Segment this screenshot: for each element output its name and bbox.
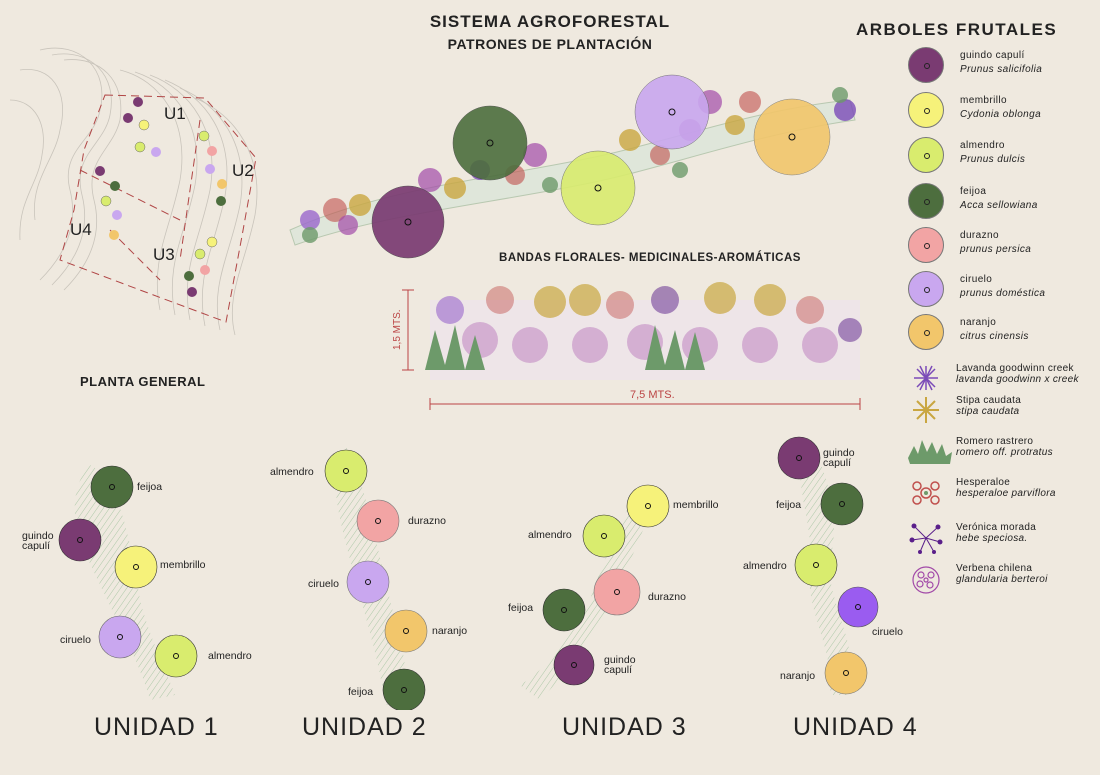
veronica-icon (909, 523, 943, 554)
legend-item-ciruelo: ciruelo prunus doméstica (906, 271, 1096, 311)
legend-tree-scientific: prunus doméstica (960, 288, 1046, 299)
legend-plant-name: Hesperaloe (956, 477, 1011, 488)
unit1-tree-label: ciruelo (60, 634, 91, 646)
rosemary-icon (908, 440, 952, 464)
guindo-swatch (908, 47, 944, 83)
unit4-title: UNIDAD 4 (793, 713, 918, 741)
unit1-trees (58, 465, 198, 678)
legend-item-membrillo: membrillo Cydonia oblonga (906, 92, 1096, 132)
unit2-tree-label: naranjo (432, 625, 468, 637)
diagram-title: SISTEMA AGROFORESTAL (429, 12, 671, 31)
legend-tree-name: membrillo (960, 95, 1007, 106)
legend-tree-scientific: Prunus salicifolia (960, 64, 1043, 75)
zone-label-u1: U1 (164, 104, 186, 123)
unit1-tree-label: guindo capulí (22, 530, 54, 552)
unit3-tree-label: almendro (528, 529, 572, 541)
hesperaloe-icon (912, 481, 940, 505)
unit4-tree-label: almendro (743, 560, 787, 572)
unit4-tree-label: feijoa (776, 499, 802, 511)
unit2-tree-label: feijoa (348, 686, 374, 698)
zone-label-u3: U3 (153, 245, 175, 264)
unit4-tree-label: ciruelo (872, 626, 903, 638)
legend-plant-scientific: glandularia berteroi (956, 574, 1048, 585)
legend-plant-scientific: hesperaloe parviflora (956, 488, 1056, 499)
legend-item-hesperaloe: Hesperaloe hesperaloe parviflora (906, 477, 1098, 513)
legend-plant-name: Romero rastrero (956, 436, 1034, 447)
feijoa-swatch (908, 183, 944, 219)
legend-plant-scientific: lavanda goodwinn x creek (956, 374, 1079, 385)
zone-label-u2: U2 (232, 161, 254, 180)
legend-item-verbena: Verbena chilena glandularia berteroi (906, 563, 1098, 599)
unit1-tree-label: feijoa (137, 481, 163, 493)
legend-tree-name: feijoa (960, 186, 987, 197)
unit2-tree-label: ciruelo (308, 578, 339, 590)
floral-band-width: 7,5 MTS. (630, 389, 675, 401)
legend-item-stipa: Stipa caudata stipa caudata (906, 395, 1098, 431)
membrillo-swatch (908, 92, 944, 128)
legend-plant-name: Lavanda goodwinn creek (956, 363, 1074, 374)
legend-tree-name: guindo capulí (960, 50, 1025, 61)
unit1-tree-label: membrillo (160, 559, 206, 571)
unit2-title: UNIDAD 2 (302, 713, 427, 741)
legend-tree-name: naranjo (960, 317, 997, 328)
legend-tree-name: ciruelo (960, 274, 993, 285)
almendro-swatch (908, 137, 944, 173)
floral-band-height: 1,5 MTS. (392, 309, 403, 350)
legend-tree-name: durazno (960, 230, 999, 241)
unit3-tree-label: durazno (648, 591, 686, 603)
site-plan-title: PLANTA GENERAL (80, 374, 206, 389)
unit3-tree-label: guindo capulí (604, 654, 636, 676)
legend-item-feijoa: feijoa Acca sellowiana (906, 183, 1096, 223)
stipa-icon (913, 397, 939, 423)
legend-title: ARBOLES FRUTALES (856, 20, 1058, 39)
legend-plant-name: Stipa caudata (956, 395, 1022, 406)
unit3-trees (542, 484, 670, 686)
legend-item-romero: Romero rastrero romero off. protratus (906, 436, 1098, 472)
legend-item-almendro: almendro Prunus dulcis (906, 137, 1096, 177)
unit4-trees (777, 436, 879, 695)
unit1-title: UNIDAD 1 (94, 713, 219, 741)
site-plan-trees (95, 97, 227, 297)
unit2-trees (324, 449, 428, 710)
ciruelo-swatch (908, 271, 944, 307)
legend-item-naranjo: naranjo citrus cinensis (906, 314, 1096, 354)
legend-tree-scientific: citrus cinensis (960, 331, 1029, 342)
legend-tree-scientific: Cydonia oblonga (960, 109, 1042, 120)
durazno-swatch (908, 227, 944, 263)
naranjo-swatch (908, 314, 944, 350)
legend-item-guindo: guindo capulí Prunus salicifolia (906, 47, 1096, 87)
planting-pattern-strip (289, 74, 856, 259)
unit3-tree-label: feijoa (508, 602, 534, 614)
legend-plant-scientific: romero off. protratus (956, 447, 1053, 458)
unit3-title: UNIDAD 3 (562, 713, 687, 741)
legend-tree-scientific: prunus persica (960, 244, 1032, 255)
legend-tree-scientific: Acca sellowiana (960, 200, 1038, 211)
legend-tree-name: almendro (960, 140, 1005, 151)
unit-patterns (58, 436, 879, 710)
floral-band-title: BANDAS FLORALES- MEDICINALES-AROMÁTICAS (499, 252, 801, 264)
legend-plant-scientific: hebe speciosa. (956, 533, 1028, 544)
diagram-subtitle: PATRONES DE PLANTACIÓN (447, 36, 653, 52)
site-plan-map (9, 47, 258, 336)
unit4-tree-label: naranjo (780, 670, 816, 682)
unit4-tree-label: guindo capulí (823, 447, 855, 469)
unit2-tree-label: durazno (408, 515, 446, 527)
zone-label-u4: U4 (70, 220, 92, 239)
legend-plant-name: Verónica morada (956, 522, 1037, 533)
legend-item-durazno: durazno prunus persica (906, 227, 1096, 267)
verbena-icon (912, 566, 940, 594)
legend-tree-scientific: Prunus dulcis (960, 154, 1026, 165)
lavender-icon (914, 365, 938, 391)
legend-plant-name: Verbena chilena (956, 563, 1033, 574)
legend-item-veronica: Verónica morada hebe speciosa. (906, 522, 1098, 558)
unit1-tree-label: almendro (208, 650, 252, 662)
unit3-tree-label: membrillo (673, 499, 719, 511)
legend-item-lavanda: Lavanda goodwinn creek lavanda goodwinn … (906, 363, 1098, 399)
legend-plant-scientific: stipa caudata (956, 406, 1020, 417)
unit2-tree-label: almendro (270, 466, 314, 478)
floral-band-section (402, 282, 862, 410)
